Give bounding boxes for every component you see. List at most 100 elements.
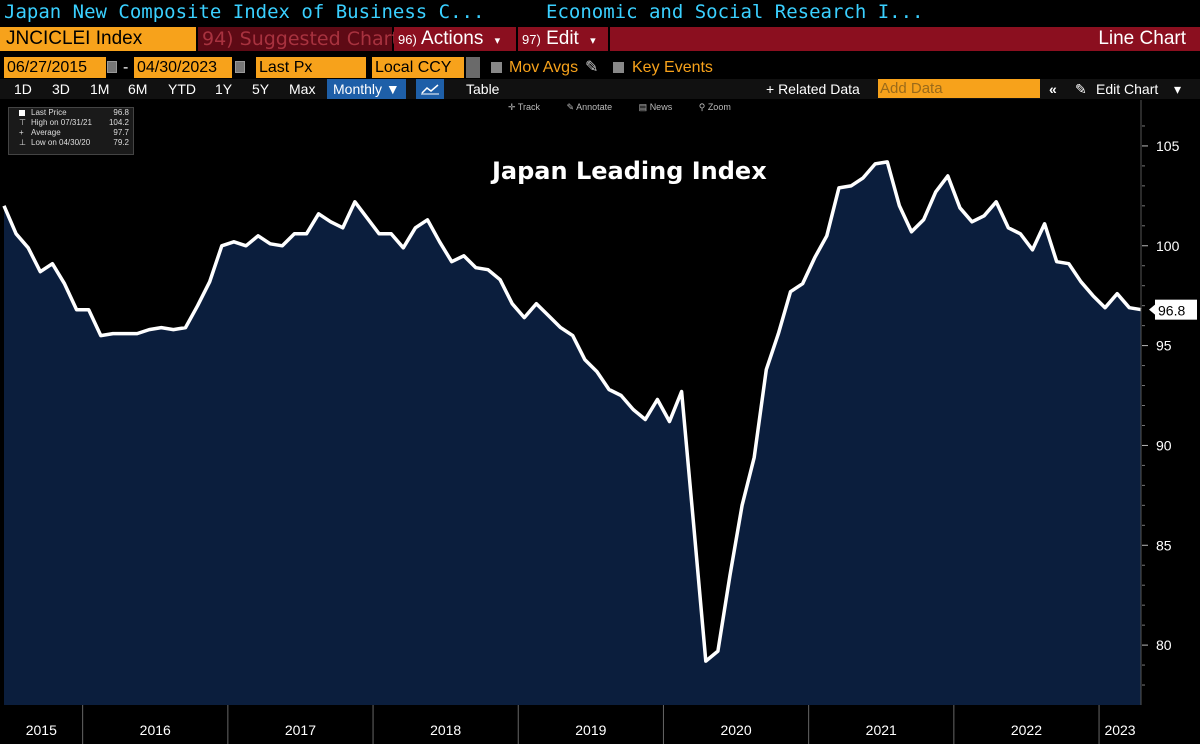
chart-legend: Last Price 96.8 ⊤ High on 07/31/21 104.2 + A…: [8, 107, 134, 155]
x-tick-label: 2017: [285, 722, 316, 738]
parameters-bar: 06/27/2015 - 04/30/2023 Last Px Local CC…: [0, 57, 1200, 79]
edit-chart-button[interactable]: Edit Chart: [1096, 81, 1159, 97]
add-data-input[interactable]: Add Data: [878, 79, 1040, 98]
start-date-field[interactable]: 06/27/2015: [4, 57, 106, 78]
period-3d[interactable]: 3D: [52, 81, 70, 97]
pencil-icon[interactable]: ✎: [1075, 81, 1087, 97]
key-events-label: Key Events: [632, 59, 713, 76]
legend-last-price: Last Price 96.8: [9, 108, 133, 118]
key-events-checkbox[interactable]: [613, 62, 624, 73]
source-title: Economic and Social Research I...: [546, 1, 924, 23]
command-bar: JNCICLEI Index 94) Suggested Charts 96) …: [0, 27, 1200, 51]
currency-dropdown-arrow[interactable]: [466, 57, 480, 78]
caret-down-icon: ▾: [494, 35, 501, 47]
y-tick-label: 95: [1156, 338, 1172, 354]
legend-high-label: High on 07/31/21: [31, 118, 92, 127]
y-tick-label: 85: [1156, 537, 1172, 553]
series-area-fill: [4, 161, 1142, 705]
currency-select[interactable]: Local CCY: [372, 57, 464, 78]
period-max[interactable]: Max: [289, 81, 316, 97]
line-chart[interactable]: 80 85 90 95 100 105 96.8 2015 2016 2017 2018 2019 2…: [0, 100, 1200, 744]
low-marker-icon: ⊥: [19, 138, 26, 147]
y-tick-label: 100: [1156, 238, 1180, 254]
actions-menu-button[interactable]: 96) Actions ▾: [394, 27, 516, 51]
legend-average-label: Average: [31, 128, 61, 137]
calendar-icon[interactable]: [235, 61, 245, 73]
legend-high-value: 104.2: [108, 118, 129, 127]
x-tick-label: 2023: [1104, 722, 1135, 738]
average-marker-icon: +: [19, 128, 24, 137]
chart-toolbar: ✛ Track ✎ Annotate ▤ News ⚲ Zoom: [508, 102, 755, 113]
x-tick-label: 2022: [1011, 722, 1042, 738]
chart-type-label: Line Chart: [610, 27, 1200, 51]
y-tick-label: 90: [1156, 437, 1172, 453]
track-button[interactable]: ✛ Track: [508, 102, 541, 112]
period-bar: 1D 3D 1M 6M YTD 1Y 5Y Max Monthly ▼ Tabl…: [0, 79, 1200, 99]
collapse-icon[interactable]: «: [1049, 81, 1057, 97]
period-6m[interactable]: 6M: [128, 81, 148, 97]
edit-number: 97): [522, 32, 541, 47]
frequency-select[interactable]: Monthly ▼: [327, 79, 406, 99]
legend-average: + Average 97.7: [9, 128, 133, 138]
suggested-charts-number: 94): [202, 28, 234, 50]
mov-avgs-checkbox[interactable]: [491, 62, 502, 73]
last-value-badge: [1155, 299, 1197, 320]
suggested-charts-button[interactable]: 94) Suggested Charts: [198, 27, 409, 51]
legend-swatch: [19, 110, 25, 116]
period-1m[interactable]: 1M: [90, 81, 110, 97]
caret-down-icon: ▼: [385, 81, 400, 97]
window-title-bar: Japan New Composite Index of Business C.…: [0, 0, 1200, 26]
legend-low-label: Low on 04/30/20: [31, 138, 91, 147]
line-chart-icon[interactable]: [416, 79, 444, 99]
actions-label: Actions: [421, 28, 484, 49]
track-label: Track: [517, 102, 541, 112]
legend-low-value: 79.2: [113, 138, 129, 147]
zoom-label: Zoom: [707, 102, 731, 112]
x-tick-label: 2015: [26, 722, 57, 738]
price-field-select[interactable]: Last Px: [256, 57, 366, 78]
x-tick-label: 2021: [866, 722, 897, 738]
edit-label: Edit: [546, 28, 579, 49]
high-marker-icon: ⊤: [19, 118, 26, 127]
period-1y[interactable]: 1Y: [215, 81, 233, 97]
related-data-button[interactable]: + Related Data: [766, 81, 860, 97]
series-line: [2, 160, 1142, 663]
legend-average-value: 97.7: [113, 128, 129, 137]
x-tick-label: 2019: [575, 722, 606, 738]
news-label: News: [649, 102, 673, 112]
zoom-button[interactable]: ⚲ Zoom: [698, 102, 731, 112]
last-value-pointer: [1149, 304, 1155, 315]
legend-low: ⊥ Low on 04/30/20 79.2: [9, 138, 133, 148]
pencil-icon[interactable]: ✎: [585, 59, 599, 76]
x-tick-label: 2016: [140, 722, 171, 738]
period-ytd[interactable]: YTD: [168, 81, 196, 97]
edit-menu-button[interactable]: 97) Edit ▾: [518, 27, 608, 51]
end-date-field[interactable]: 04/30/2023: [134, 57, 232, 78]
calendar-icon[interactable]: [107, 61, 117, 73]
legend-last-price-value: 96.8: [113, 108, 129, 117]
y-tick-label: 105: [1156, 138, 1180, 154]
annotate-button[interactable]: ✎ Annotate: [566, 102, 613, 112]
annotate-label: Annotate: [576, 102, 613, 112]
security-title: Japan New Composite Index of Business C.…: [4, 1, 485, 23]
y-tick-label: 80: [1156, 637, 1172, 653]
period-5y[interactable]: 5Y: [252, 81, 270, 97]
actions-number: 96): [398, 32, 417, 47]
chart-title: Japan Leading Index: [492, 157, 767, 185]
x-tick-label: 2020: [720, 722, 751, 738]
period-1d[interactable]: 1D: [14, 81, 32, 97]
legend-last-price-label: Last Price: [31, 108, 67, 117]
ticker-field[interactable]: JNCICLEI Index: [0, 27, 196, 51]
mov-avgs-label: Mov Avgs: [509, 59, 579, 76]
caret-down-icon: ▾: [590, 35, 596, 47]
x-axis-band: [0, 705, 1142, 744]
last-value-label: 96.8: [1158, 303, 1185, 319]
x-tick-label: 2018: [430, 722, 461, 738]
suggested-charts-label: Suggested Charts: [239, 28, 409, 50]
caret-down-icon[interactable]: ▾: [1174, 81, 1182, 97]
news-button[interactable]: ▤ News: [638, 102, 673, 112]
legend-high: ⊤ High on 07/31/21 104.2: [9, 118, 133, 128]
table-view-button[interactable]: Table: [466, 81, 500, 97]
date-separator: -: [123, 59, 129, 76]
frequency-label: Monthly: [333, 81, 383, 97]
